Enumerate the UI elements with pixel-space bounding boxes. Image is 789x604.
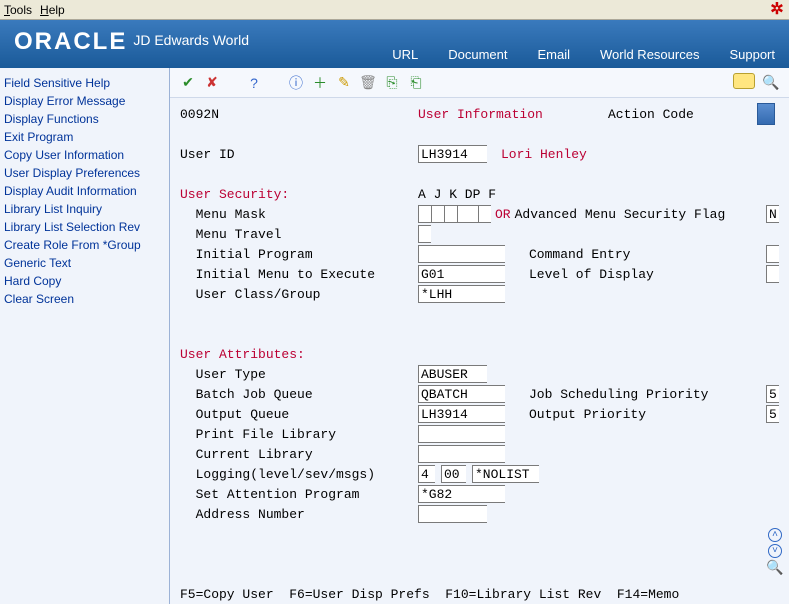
menu-travel-label: Menu Travel	[180, 227, 418, 242]
banner-links: URL Document Email World Resources Suppo…	[392, 47, 775, 64]
banner-link-world-resources[interactable]: World Resources	[600, 47, 699, 62]
print-lib-label: Print File Library	[180, 427, 418, 442]
attn-prog-input[interactable]	[419, 486, 505, 502]
menu-travel-input[interactable]	[419, 226, 431, 242]
print-lib-input[interactable]	[419, 426, 505, 442]
logging-label: Logging(level/sev/msgs)	[180, 467, 418, 482]
sidebar: Field Sensitive Help Display Error Messa…	[0, 68, 170, 604]
info-icon[interactable]: ⓘ	[286, 73, 306, 93]
screen-id: 0092N	[180, 107, 418, 122]
zoom-icon[interactable]: 🔍	[767, 560, 783, 576]
logging-msgs-input[interactable]	[473, 466, 539, 482]
delete-icon[interactable]: 🗑	[358, 73, 378, 93]
user-type-input[interactable]	[419, 366, 487, 382]
output-priority-input[interactable]	[767, 406, 779, 422]
or-label: OR	[495, 207, 511, 222]
search-icon[interactable]: 🔍	[761, 73, 781, 93]
menu-help[interactable]: Help	[40, 3, 65, 17]
sidebar-display-error-message[interactable]: Display Error Message	[4, 92, 165, 110]
adv-menu-input[interactable]	[767, 206, 779, 222]
scroll-down-icon[interactable]: ˅	[768, 544, 782, 558]
initial-program-input[interactable]	[419, 246, 505, 262]
user-id-label: User ID	[180, 147, 418, 162]
output-queue-input[interactable]	[419, 406, 505, 422]
banner-link-url[interactable]: URL	[392, 47, 418, 62]
logging-sev-input[interactable]	[442, 466, 466, 482]
sidebar-display-audit-information[interactable]: Display Audit Information	[4, 182, 165, 200]
batch-queue-input[interactable]	[419, 386, 505, 402]
user-attributes-heading: User Attributes:	[180, 347, 305, 362]
sidebar-library-list-inquiry[interactable]: Library List Inquiry	[4, 200, 165, 218]
sidebar-generic-text[interactable]: Generic Text	[4, 254, 165, 272]
command-entry-input[interactable]	[767, 246, 779, 262]
user-security-heading: User Security:	[180, 187, 418, 202]
initial-menu-label: Initial Menu to Execute	[180, 267, 418, 282]
menu-mask-j[interactable]	[432, 206, 444, 222]
level-display-label: Level of Display	[529, 267, 654, 282]
menu-mask-f[interactable]	[479, 206, 491, 222]
menubar: Tools Help ✲	[0, 0, 789, 20]
addr-num-label: Address Number	[180, 507, 418, 522]
doc-in-icon[interactable]: ⎘	[382, 73, 402, 93]
ok-icon[interactable]: ✔	[178, 73, 198, 93]
job-priority-input[interactable]	[767, 386, 779, 402]
content: ✔ ✘ ? ⓘ ＋ ✎ 🗑 ⎘ ⎗ 🔍 0092N User Informati…	[170, 68, 789, 604]
logging-level-input[interactable]	[419, 466, 435, 482]
function-keys: F5=Copy User F6=User Disp Prefs F10=Libr…	[180, 587, 679, 602]
output-priority-label: Output Priority	[529, 407, 646, 422]
edit-icon[interactable]: ✎	[334, 73, 354, 93]
output-queue-label: Output Queue	[180, 407, 418, 422]
doc-out-icon[interactable]: ⎗	[406, 73, 426, 93]
attn-prog-label: Set Attention Program	[180, 487, 418, 502]
sidebar-display-functions[interactable]: Display Functions	[4, 110, 165, 128]
current-lib-input[interactable]	[419, 446, 505, 462]
note-icon[interactable]	[733, 73, 755, 89]
banner-link-support[interactable]: Support	[729, 47, 775, 62]
current-lib-label: Current Library	[180, 447, 418, 462]
oracle-logo: ORACLE	[14, 28, 127, 56]
sidebar-create-role-from-group[interactable]: Create Role From *Group	[4, 236, 165, 254]
product-subtitle: JD Edwards World	[133, 32, 249, 48]
menu-mask-a[interactable]	[419, 206, 431, 222]
initial-program-label: Initial Program	[180, 247, 418, 262]
sidebar-exit-program[interactable]: Exit Program	[4, 128, 165, 146]
adv-menu-label: Advanced Menu Security Flag	[515, 207, 726, 222]
help-icon[interactable]: ?	[244, 73, 264, 93]
banner-link-email[interactable]: Email	[537, 47, 570, 62]
toolbar: ✔ ✘ ? ⓘ ＋ ✎ 🗑 ⎘ ⎗ 🔍	[170, 68, 789, 98]
sidebar-user-display-preferences[interactable]: User Display Preferences	[4, 164, 165, 182]
scroll-controls: ˄ ˅ 🔍	[767, 528, 783, 576]
user-name: Lori Henley	[501, 147, 587, 162]
banner: ORACLE JD Edwards World URL Document Ema…	[0, 20, 789, 68]
action-code-label: Action Code	[608, 107, 694, 122]
menu-mask-k[interactable]	[445, 206, 457, 222]
security-column-headers: A J K DP F	[418, 187, 496, 202]
job-priority-label: Job Scheduling Priority	[529, 387, 708, 402]
sidebar-field-sensitive-help[interactable]: Field Sensitive Help	[4, 74, 165, 92]
level-display-input[interactable]	[767, 266, 779, 282]
scroll-up-icon[interactable]: ˄	[768, 528, 782, 542]
sidebar-library-list-selection-rev[interactable]: Library List Selection Rev	[4, 218, 165, 236]
banner-link-document[interactable]: Document	[448, 47, 507, 62]
sidebar-hard-copy[interactable]: Hard Copy	[4, 272, 165, 290]
cancel-icon[interactable]: ✘	[202, 73, 222, 93]
user-class-input[interactable]	[419, 286, 505, 302]
menu-mask-dp[interactable]	[458, 206, 478, 222]
page-title: User Information	[418, 107, 608, 122]
menu-mask-label: Menu Mask	[180, 207, 418, 222]
sidebar-clear-screen[interactable]: Clear Screen	[4, 290, 165, 308]
user-class-label: User Class/Group	[180, 287, 418, 302]
add-icon[interactable]: ＋	[310, 73, 330, 93]
sidebar-copy-user-information[interactable]: Copy User Information	[4, 146, 165, 164]
menu-tools[interactable]: Tools	[4, 3, 32, 17]
book-icon[interactable]	[757, 103, 775, 125]
batch-queue-label: Batch Job Queue	[180, 387, 418, 402]
initial-menu-input[interactable]	[419, 266, 505, 282]
app-logo-swirl-icon: ✲	[769, 2, 785, 18]
command-entry-label: Command Entry	[529, 247, 630, 262]
form-area: 0092N User Information Action Code User …	[170, 98, 789, 604]
addr-num-input[interactable]	[419, 506, 487, 522]
user-id-input[interactable]	[419, 146, 487, 162]
user-type-label: User Type	[180, 367, 418, 382]
